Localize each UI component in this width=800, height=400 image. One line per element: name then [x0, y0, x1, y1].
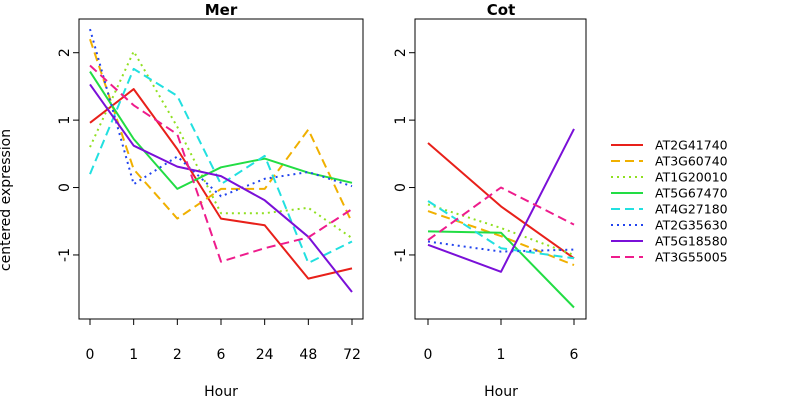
panel-frame: [414, 18, 587, 320]
series-line-at1g20010: [427, 203, 575, 256]
x-tick-label: 24: [256, 347, 274, 363]
series-line-at2g41740: [89, 88, 353, 280]
series-line-at2g35630: [89, 28, 353, 198]
panel-title: Cot: [487, 1, 515, 19]
y-tick-label: -1: [57, 248, 73, 262]
x-tick-label: 48: [299, 347, 317, 363]
x-tick-label: 2: [173, 347, 182, 363]
series-line-at2g35630: [427, 240, 575, 253]
series-line-at5g18580: [427, 128, 575, 273]
series-line-at3g55005: [427, 186, 575, 241]
legend-label: AT4G27180: [655, 202, 728, 217]
y-tick-label: 0: [393, 183, 409, 192]
legend-label: AT1G20010: [655, 170, 728, 185]
series-line-at5g67470: [89, 71, 353, 190]
series-line-at4g27180: [427, 200, 575, 260]
legend-label: AT3G60740: [655, 154, 728, 169]
x-tick-label: 72: [343, 347, 361, 363]
x-tick-label: 6: [217, 347, 226, 363]
legend-label: AT5G18580: [655, 234, 728, 249]
panel-title: Mer: [205, 1, 238, 19]
x-tick-label: 1: [129, 347, 138, 363]
legend-label: AT5G67470: [655, 186, 728, 201]
y-tick-label: 1: [393, 116, 409, 125]
series-line-at4g27180: [89, 67, 353, 264]
panel-mer: Mer Hour -1 0 1 2 0 1 2 6 24 48 72: [57, 1, 364, 400]
legend: AT2G41740AT3G60740AT1G20010AT5G67470AT4G…: [611, 138, 728, 265]
legend-label: AT2G35630: [655, 218, 728, 233]
legend-label: AT2G41740: [655, 138, 728, 153]
series-line-at3g60740: [427, 210, 575, 267]
legend-label: AT3G55005: [655, 250, 728, 265]
x-tick-label: 1: [497, 347, 506, 363]
y-tick-label: 1: [57, 116, 73, 125]
x-axis-label: Hour: [204, 384, 238, 400]
series-line-at3g60740: [89, 38, 353, 224]
y-axis-label: centered expression: [0, 129, 14, 271]
y-tick-label: -1: [393, 248, 409, 262]
panel-cot: Cot Hour -1 0 1 2 0 1 6: [393, 1, 587, 400]
y-tick-label: 0: [57, 183, 73, 192]
x-tick-label: 0: [86, 347, 95, 363]
x-tick-label: 6: [570, 347, 579, 363]
series-line-at2g41740: [427, 142, 575, 260]
axis-ticks: -1 0 1 2 0 1 2 6 24 48 72: [57, 48, 361, 363]
y-tick-label: 2: [393, 48, 409, 57]
x-axis-label: Hour: [484, 384, 518, 400]
panel-frame: [78, 18, 364, 320]
y-tick-label: 2: [57, 48, 73, 57]
series-line-at1g20010: [89, 50, 353, 239]
axis-ticks: -1 0 1 2 0 1 6: [393, 48, 579, 363]
x-tick-label: 0: [424, 347, 433, 363]
series-lines: [89, 28, 353, 293]
series-lines: [427, 128, 575, 309]
series-line-at3g55005: [89, 64, 353, 263]
series-line-at5g67470: [427, 230, 575, 309]
